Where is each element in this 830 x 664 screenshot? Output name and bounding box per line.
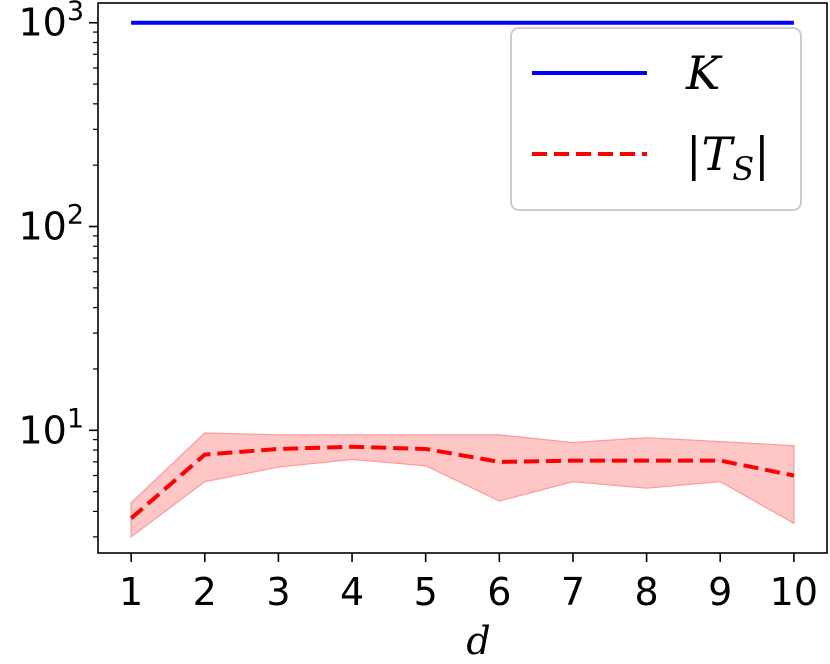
x-tick-label: 4 xyxy=(340,570,364,614)
y-tick-label: 102 xyxy=(18,200,84,249)
x-tick-label: 9 xyxy=(708,570,732,614)
legend-box xyxy=(510,27,802,211)
x-tick-label: 7 xyxy=(561,570,585,614)
y-tick-label: 103 xyxy=(18,0,84,45)
series-line-1 xyxy=(129,444,795,520)
legend-label-0: K xyxy=(685,46,723,100)
x-tick-label: 3 xyxy=(266,570,290,614)
legend: K |TS| xyxy=(510,27,802,211)
x-axis-label: d xyxy=(466,619,490,663)
x-tick-label: 2 xyxy=(193,570,217,614)
y-tick-label: 101 xyxy=(18,403,84,452)
legend-label-1: |TS| xyxy=(686,127,770,188)
plot-area xyxy=(129,20,795,539)
axes-frame xyxy=(97,2,828,554)
x-tick-label: 5 xyxy=(414,570,438,614)
x-tick-label: 8 xyxy=(634,570,658,614)
series-band-1 xyxy=(130,432,795,539)
x-tick-label: 6 xyxy=(487,570,511,614)
x-tick-label: 10 xyxy=(770,570,818,614)
x-tick-label: 1 xyxy=(119,570,143,614)
